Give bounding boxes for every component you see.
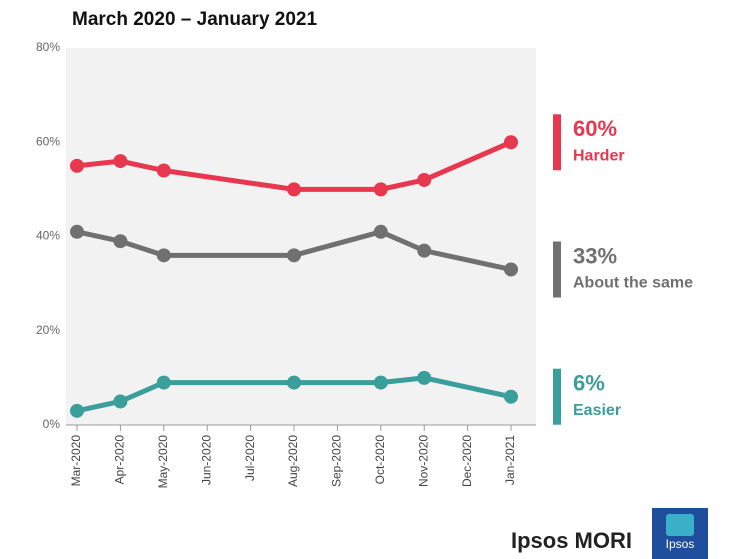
y-tick-label: 20% bbox=[36, 323, 60, 337]
x-tick-label: Oct-2020 bbox=[373, 435, 387, 485]
x-tick-label: Apr-2020 bbox=[113, 435, 127, 485]
chart-title: March 2020 – January 2021 bbox=[72, 9, 317, 30]
point bbox=[504, 135, 518, 150]
y-tick-label: 80% bbox=[36, 40, 60, 54]
x-tick-label: May-2020 bbox=[156, 435, 170, 489]
y-tick-label: 0% bbox=[43, 417, 61, 431]
plot-background bbox=[66, 48, 536, 425]
x-tick-label: Sep-2020 bbox=[330, 435, 344, 487]
legend-label: About the same bbox=[573, 275, 693, 292]
point bbox=[70, 158, 84, 173]
x-tick-label: Aug-2020 bbox=[286, 435, 300, 487]
logo-shape bbox=[666, 514, 694, 536]
legend-label: Harder bbox=[573, 147, 625, 164]
point bbox=[417, 172, 432, 187]
point bbox=[373, 224, 388, 239]
point bbox=[287, 248, 301, 263]
point bbox=[287, 182, 301, 197]
point bbox=[504, 389, 518, 404]
y-tick-label: 40% bbox=[36, 229, 60, 243]
brand: Ipsos MORI bbox=[511, 528, 632, 553]
point bbox=[113, 394, 128, 409]
point bbox=[287, 375, 301, 390]
point bbox=[156, 163, 171, 178]
y-tick-label: 60% bbox=[36, 134, 60, 148]
point bbox=[113, 154, 128, 169]
point bbox=[504, 262, 518, 277]
point bbox=[156, 375, 171, 390]
legend-bar bbox=[553, 114, 561, 171]
legend-bar bbox=[553, 368, 561, 425]
end-value-label: 6% bbox=[573, 371, 605, 396]
point bbox=[417, 243, 432, 258]
point bbox=[156, 248, 171, 263]
point bbox=[70, 224, 84, 239]
end-value-label: 60% bbox=[573, 116, 617, 141]
x-tick-label: Mar-2020 bbox=[69, 435, 83, 487]
x-tick-label: Nov-2020 bbox=[416, 435, 430, 487]
point bbox=[417, 370, 432, 385]
legend-bar bbox=[553, 241, 561, 298]
x-tick-label: Jul-2020 bbox=[243, 435, 257, 481]
x-tick-label: Jan-2021 bbox=[503, 435, 517, 485]
end-value-label: 33% bbox=[573, 243, 617, 268]
point bbox=[113, 234, 128, 249]
point bbox=[70, 403, 84, 418]
x-tick-label: Jun-2020 bbox=[199, 435, 213, 485]
x-tick-label: Dec-2020 bbox=[460, 435, 474, 487]
point bbox=[373, 182, 388, 197]
logo-text: Ipsos bbox=[666, 537, 695, 551]
legend-label: Easier bbox=[573, 402, 621, 419]
point bbox=[373, 375, 388, 390]
